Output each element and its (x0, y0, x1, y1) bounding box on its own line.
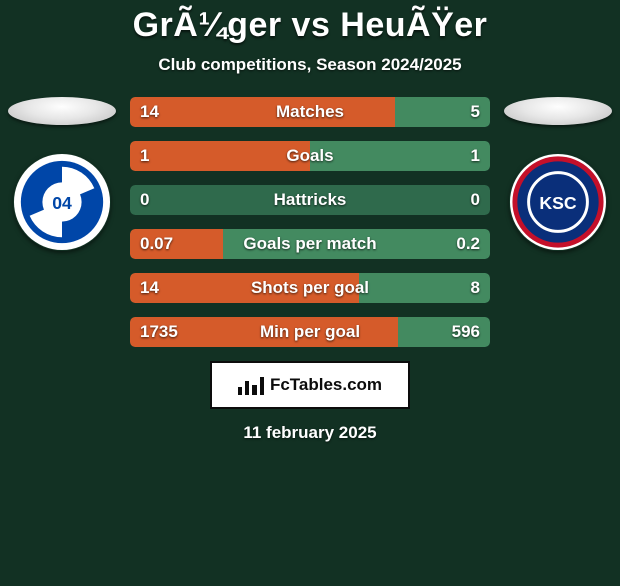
stat-label: Min per goal (130, 317, 490, 347)
right-club-badge: KSC (509, 153, 607, 251)
comparison-panel: 04 KSC 145Matches 11Goals 00Hattricks 0.070… (0, 97, 620, 347)
svg-text:04: 04 (52, 193, 72, 213)
brand-box: FcTables.com (210, 361, 410, 409)
svg-text:KSC: KSC (539, 193, 576, 213)
right-player-silhouette (504, 97, 612, 125)
stat-row: 145Matches (130, 97, 490, 127)
footer-date: 11 february 2025 (0, 423, 620, 443)
brand-text: FcTables.com (270, 375, 382, 395)
stat-label: Matches (130, 97, 490, 127)
stat-label: Hattricks (130, 185, 490, 215)
stat-label: Goals per match (130, 229, 490, 259)
stat-label: Shots per goal (130, 273, 490, 303)
stat-row: 00Hattricks (130, 185, 490, 215)
left-club-badge: 04 (13, 153, 111, 251)
left-player-column: 04 (8, 97, 116, 251)
stat-row: 1735596Min per goal (130, 317, 490, 347)
page-title: GrÃ¼ger vs HeuÃŸer (0, 6, 620, 45)
subtitle: Club competitions, Season 2024/2025 (0, 55, 620, 75)
left-player-silhouette (8, 97, 116, 125)
right-player-column: KSC (504, 97, 612, 251)
stat-row: 148Shots per goal (130, 273, 490, 303)
brand-chart-icon (238, 375, 264, 395)
stat-label: Goals (130, 141, 490, 171)
stat-row: 11Goals (130, 141, 490, 171)
stat-rows: 145Matches 11Goals 00Hattricks 0.070.2Goals… (130, 97, 490, 347)
stat-row: 0.070.2Goals per match (130, 229, 490, 259)
